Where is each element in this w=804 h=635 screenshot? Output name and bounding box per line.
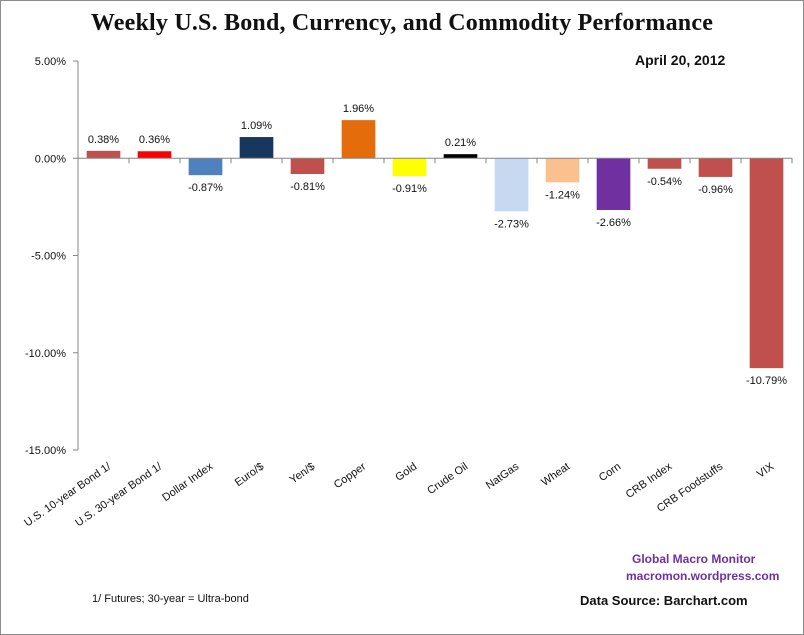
category-label: Wheat xyxy=(539,461,572,489)
category-label: CRB Index xyxy=(624,460,675,501)
bar-4 xyxy=(239,137,274,159)
y-tick-label: -5.00% xyxy=(31,251,66,263)
data-source: Data Source: Barchart.com xyxy=(580,593,748,608)
credit-line-2: macromon.wordpress.com xyxy=(626,569,780,583)
value-label: -2.73% xyxy=(494,218,529,230)
category-label: VIX xyxy=(755,460,777,480)
chart-title: Weekly U.S. Bond, Currency, and Commodit… xyxy=(90,10,714,36)
bars xyxy=(86,120,784,369)
value-labels: 0.38% 0.36% -0.87% 1.09% -0.81% 1.96% -0.91% 0.… xyxy=(88,103,787,387)
x-axis xyxy=(77,157,793,164)
bar-13 xyxy=(698,158,733,177)
value-label: -2.66% xyxy=(596,217,631,229)
category-label: Crude Oil xyxy=(425,461,470,497)
bar-3 xyxy=(188,158,223,176)
value-label: -0.91% xyxy=(392,183,427,195)
credit-line-1: Global Macro Monitor xyxy=(632,552,756,566)
category-labels: U.S. 10-year Bond 1/U.S. 30-year Bond 1/… xyxy=(22,460,777,529)
y-tick-label: 0.00% xyxy=(35,153,66,165)
footnote: 1/ Futures; 30-year = Ultra-bond xyxy=(92,593,249,605)
bar-11 xyxy=(596,158,631,210)
value-label: 1.96% xyxy=(343,103,374,115)
category-label: Dollar Index xyxy=(160,460,215,504)
bar-6 xyxy=(341,120,376,159)
chart-date: April 20, 2012 xyxy=(635,52,726,68)
category-label: Corn xyxy=(597,461,623,485)
value-label: 0.21% xyxy=(445,137,476,149)
y-tick-label: 5.00% xyxy=(35,56,66,68)
bar-10 xyxy=(545,158,580,183)
value-label: -10.79% xyxy=(746,375,787,387)
value-label: -0.87% xyxy=(188,182,223,194)
category-label: Euro/$ xyxy=(233,461,266,489)
bar-8 xyxy=(443,154,478,159)
value-label: -0.54% xyxy=(647,176,682,188)
value-label: 0.36% xyxy=(139,134,170,146)
bar-1 xyxy=(86,150,121,159)
category-label: NatGas xyxy=(484,460,522,492)
bar-5 xyxy=(290,158,325,175)
value-label: 0.38% xyxy=(88,134,119,146)
y-tick-label: -10.00% xyxy=(25,348,66,360)
category-label: Gold xyxy=(393,461,419,484)
category-label: Yen/$ xyxy=(288,461,318,487)
y-axis-ticks: 5.00% 0.00% -5.00% -10.00% -15.00% xyxy=(25,56,78,457)
bar-9 xyxy=(494,158,529,212)
value-label: -0.96% xyxy=(698,184,733,196)
bar-14 xyxy=(749,158,784,369)
value-label: -0.81% xyxy=(290,181,325,193)
category-label: Copper xyxy=(332,460,369,491)
category-label: U.S. 10-year Bond 1/ xyxy=(22,460,114,529)
bar-2 xyxy=(137,151,172,159)
y-tick-label: -15.00% xyxy=(25,445,66,457)
bar-12 xyxy=(647,158,682,169)
bar-7 xyxy=(392,158,427,176)
category-label: U.S. 30-year Bond 1/ xyxy=(73,460,165,529)
value-label: -1.24% xyxy=(545,189,580,201)
value-label: 1.09% xyxy=(241,120,272,132)
